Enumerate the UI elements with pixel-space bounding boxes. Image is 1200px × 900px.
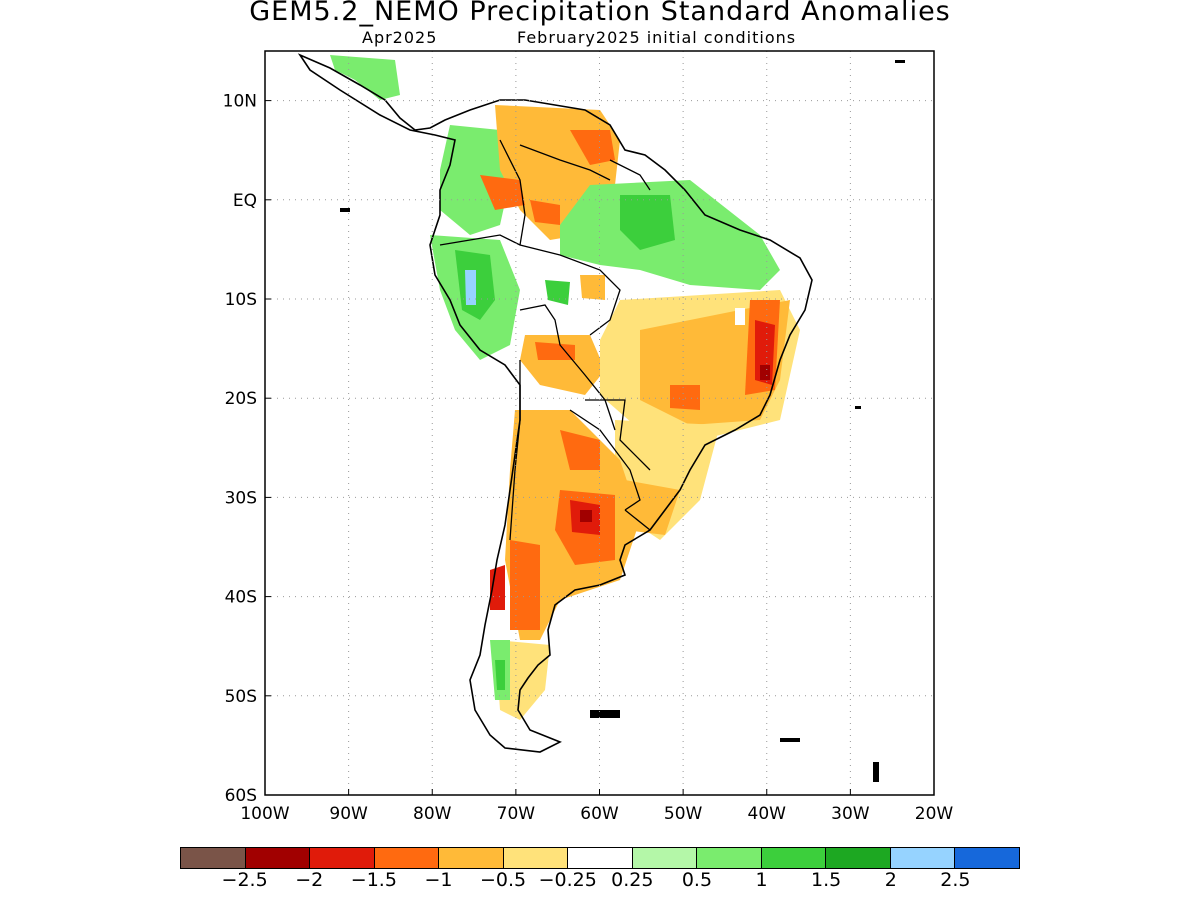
y-tick-label: 30S <box>225 488 257 508</box>
colorbar-label: 2 <box>884 869 897 891</box>
colorbar-label: 1.5 <box>811 869 842 891</box>
colorbar-swatch <box>503 848 569 868</box>
colorbar-label: −2.5 <box>221 869 268 891</box>
colorbar-label: −2 <box>295 869 324 891</box>
colorbar-label: 0.5 <box>681 869 713 891</box>
colorbar-label: −0.5 <box>479 869 527 891</box>
y-axis: 10N EQ 10S 20S 30S 40S 50S 60S <box>223 92 271 806</box>
colorbar-swatch <box>761 848 827 868</box>
x-tick-label: 40W <box>748 804 787 824</box>
y-tick-label: 20S <box>225 389 257 409</box>
x-tick-label: 20W <box>915 804 954 824</box>
x-tick-label: 50W <box>664 804 703 824</box>
anomaly-shading <box>330 55 800 720</box>
country-borders <box>439 139 651 541</box>
colorbar-swatch <box>310 848 375 868</box>
colorbar-label: 0.25 <box>611 869 654 891</box>
x-axis: 100W 90W 80W 70W 60W 50W 40W 30W 20W <box>240 789 953 824</box>
x-tick-label: 60W <box>580 804 619 824</box>
y-tick-label: 60S <box>225 786 257 806</box>
south-america-coastline <box>297 53 813 753</box>
colorbar-swatch <box>955 848 1019 868</box>
colorbar-swatch <box>245 848 311 868</box>
x-tick-label: 100W <box>240 804 289 824</box>
y-tick-label: 50S <box>225 687 257 707</box>
colorbar-swatch <box>374 848 440 868</box>
colorbar-swatch <box>568 848 633 868</box>
y-tick-label: EQ <box>233 191 257 211</box>
x-tick-label: 30W <box>831 804 870 824</box>
colorbar-label: −0.25 <box>538 869 597 891</box>
graticule <box>265 51 934 795</box>
x-tick-label: 80W <box>413 804 452 824</box>
colorbar-label: 2.5 <box>940 869 971 891</box>
initial-conditions: February2025 initial conditions <box>517 28 797 47</box>
anomaly-region-bolivia <box>520 335 605 395</box>
colorbar-swatch <box>826 848 891 868</box>
colorbar-swatch <box>439 848 504 868</box>
colorbar-swatch <box>632 848 698 868</box>
colorbar-label: −1 <box>424 869 453 891</box>
colorbar-swatch <box>697 848 762 868</box>
y-tick-label: 10N <box>223 92 257 112</box>
y-tick-label: 40S <box>225 588 257 608</box>
colorbar-swatch <box>890 848 956 868</box>
valid-month: Apr2025 <box>362 28 438 47</box>
islands <box>340 60 905 782</box>
map-title: GEM5.2_NEMO Precipitation Standard Anoma… <box>249 0 951 27</box>
colorbar-label: 1 <box>755 869 768 891</box>
x-tick-label: 90W <box>329 804 368 824</box>
colorbar <box>180 847 1020 869</box>
anomaly-region-central-america <box>330 55 400 100</box>
colorbar-swatch <box>181 848 246 868</box>
x-tick-label: 70W <box>497 804 536 824</box>
y-tick-label: 10S <box>225 290 257 310</box>
colorbar-label: −1.5 <box>350 869 397 891</box>
precipitation-anomaly-map: 100W 90W 80W 70W 60W 50W 40W 30W 20W 10N EQ 10S 20S… <box>223 50 953 824</box>
